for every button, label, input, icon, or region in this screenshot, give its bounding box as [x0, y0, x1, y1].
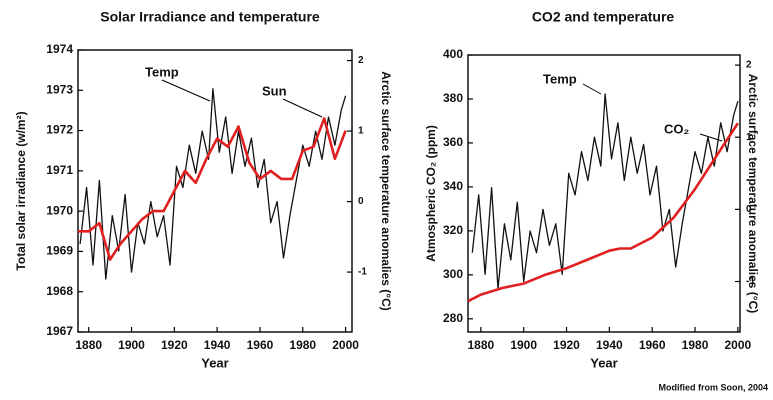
annotation: Temp: [145, 64, 179, 79]
x-tick-label: 2000: [725, 338, 752, 352]
y2-tick-label: -1: [746, 276, 755, 287]
y-tick-label: 1973: [46, 82, 73, 96]
source-note: Modified from Soon, 2004: [658, 382, 768, 392]
x-tick-label: 1940: [596, 338, 623, 352]
y-tick-label: 1972: [46, 123, 73, 137]
x-tick-label: 1940: [204, 338, 231, 352]
x-tick-label: 1920: [161, 338, 188, 352]
y2-tick-label: 2: [746, 60, 752, 71]
y-tick-label: 340: [443, 179, 463, 193]
y2-tick-label: 2: [358, 55, 364, 66]
y-tick-label: 1968: [46, 284, 73, 298]
y-tick-label: 280: [443, 311, 463, 325]
y-tick-label: 1974: [46, 42, 73, 56]
x-tick-label: 1980: [289, 338, 316, 352]
y2-tick-label: 1: [358, 126, 364, 137]
plot-frame: [77, 49, 353, 333]
y-tick-label: 360: [443, 135, 463, 149]
chart-title: CO2 and temperature: [532, 9, 675, 25]
data-line: [78, 117, 347, 261]
y2-axis-label: Arctic surface temperature anomalies (°C…: [746, 74, 760, 314]
x-tick-label: 1880: [75, 338, 102, 352]
y-tick-label: 380: [443, 91, 463, 105]
data-line: [471, 93, 739, 290]
x-tick-label: 1900: [118, 338, 145, 352]
y2-tick-label: -1: [358, 267, 367, 278]
x-tick-label: 1880: [467, 338, 494, 352]
chart-title: Solar Irradiance and temperature: [100, 9, 320, 25]
y-axis-label: Total solar irradiance (w/m²): [14, 111, 28, 270]
x-tick-label: 1920: [553, 338, 580, 352]
x-tick-label: 1980: [682, 338, 709, 352]
y-tick-label: 1970: [46, 203, 73, 217]
y-tick-label: 1971: [46, 163, 73, 177]
annotation: Temp: [543, 71, 577, 86]
y-tick-label: 300: [443, 267, 463, 281]
data-line: [79, 88, 347, 280]
annotation-arrow: [582, 83, 602, 95]
plot-frame: [467, 54, 741, 333]
y2-tick-label: 0: [746, 204, 752, 215]
annotation: Sun: [262, 83, 287, 98]
y-axis-label: Atmospheric CO₂ (ppm): [424, 125, 438, 262]
y2-axis-label: Arctic surface temperature anomalies (°C…: [379, 71, 393, 311]
annotation-arrow: [161, 79, 211, 102]
annotation: CO₂: [664, 121, 690, 136]
x-tick-label: 1960: [247, 338, 274, 352]
annotation-arrow: [282, 98, 323, 118]
y2-tick-label: 1: [746, 132, 752, 143]
x-tick-label: 2000: [332, 338, 359, 352]
y2-tick-label: 0: [358, 196, 364, 207]
x-axis-label: Year: [201, 355, 228, 370]
annotation-arrow: [699, 133, 723, 142]
x-tick-label: 1960: [639, 338, 666, 352]
y-tick-label: 1969: [46, 244, 73, 258]
data-line: [467, 122, 739, 303]
y-tick-label: 320: [443, 223, 463, 237]
y-tick-label: 1967: [46, 324, 73, 338]
y-tick-label: 400: [443, 47, 463, 61]
x-axis-label: Year: [590, 355, 617, 370]
x-tick-label: 1900: [510, 338, 537, 352]
